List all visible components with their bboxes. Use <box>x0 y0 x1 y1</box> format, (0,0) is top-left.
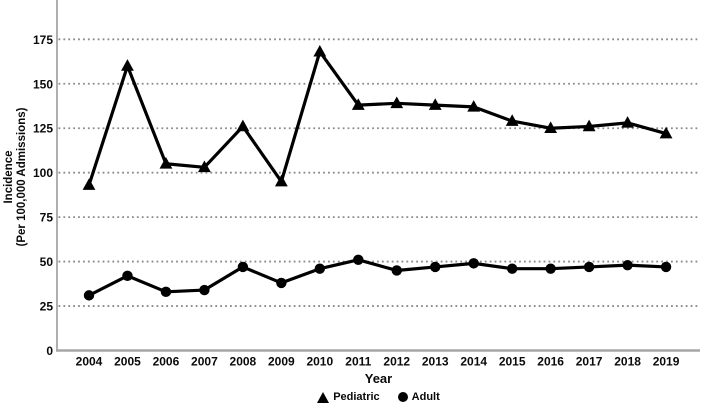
pediatric-data-point <box>82 178 96 190</box>
x-tick-label-2016: 2016 <box>537 355 564 369</box>
adult-data-point <box>276 277 287 289</box>
adult-data-point <box>583 261 595 273</box>
pediatric-data-point <box>428 98 442 110</box>
x-tick-label-2011: 2011 <box>345 355 371 369</box>
y-tick-label-175: 175 <box>33 33 53 47</box>
x-tick-label-2005: 2005 <box>114 355 141 369</box>
adult-data-point <box>545 263 556 274</box>
adult-data-point <box>83 290 95 301</box>
pediatric-data-point <box>351 98 365 110</box>
legend-item-pediatric: Pediatric <box>317 391 380 403</box>
pediatric-data-point <box>621 116 634 128</box>
pediatric-data-point <box>159 156 173 169</box>
y-tick-label-75: 75 <box>40 211 54 225</box>
pediatric-data-point <box>121 59 134 71</box>
circle-marker-icon <box>397 392 408 402</box>
pediatric-data-point <box>236 119 250 132</box>
pediatric-data-point <box>390 96 404 109</box>
x-tick-label-2004: 2004 <box>76 355 103 369</box>
pediatric-data-point <box>582 119 596 132</box>
adult-data-point <box>122 270 133 282</box>
y-tick-label-25: 25 <box>40 300 54 314</box>
adult-data-point <box>430 261 441 273</box>
adult-data-point <box>199 284 210 296</box>
pediatric-data-point <box>313 44 327 57</box>
series-line-adult <box>87 258 668 297</box>
y-tick-label-100: 100 <box>33 166 53 180</box>
x-tick-label-2017: 2017 <box>576 355 603 369</box>
y-tick-label-50: 50 <box>40 255 54 269</box>
adult-data-point <box>237 261 249 273</box>
x-tick-label-2013: 2013 <box>422 355 449 369</box>
adult-data-point <box>391 265 402 276</box>
pediatric-data-point <box>544 121 558 134</box>
x-tick-label-2007: 2007 <box>191 355 218 369</box>
adult-data-point <box>160 286 172 298</box>
adult-data-point <box>314 263 326 274</box>
adult-data-point <box>506 263 518 274</box>
legend-item-adult: Adult <box>397 391 440 403</box>
x-tick-label-2014: 2014 <box>460 355 487 369</box>
pediatric-data-point <box>467 100 481 112</box>
triangle-marker-icon <box>317 391 330 403</box>
legend-label-pediatric: Pediatric <box>333 391 380 403</box>
pediatric-data-point <box>505 114 519 126</box>
x-tick-label-2010: 2010 <box>306 355 333 369</box>
pediatric-data-point <box>274 174 288 187</box>
legend: Pediatric Adult <box>57 391 700 403</box>
x-axis-title: Year <box>364 371 393 386</box>
x-tick-label-2009: 2009 <box>268 355 295 369</box>
x-tick-label-2008: 2008 <box>230 355 257 369</box>
adult-data-point <box>468 258 479 269</box>
series-line-pediatric <box>87 50 668 187</box>
adult-data-point <box>622 259 633 271</box>
x-tick-label-2015: 2015 <box>499 355 526 369</box>
x-tick-label-2006: 2006 <box>153 355 180 369</box>
x-tick-label-2018: 2018 <box>614 355 641 369</box>
y-tick-label-125: 125 <box>33 122 53 136</box>
pediatric-data-point <box>659 126 673 139</box>
pediatric-data-point <box>198 160 211 173</box>
adult-data-point <box>353 254 364 266</box>
x-tick-label-2019: 2019 <box>653 355 680 369</box>
y-tick-label-150: 150 <box>33 77 53 91</box>
x-tick-label-2012: 2012 <box>383 355 410 369</box>
y-tick-label-0: 0 <box>46 344 53 358</box>
legend-label-adult: Adult <box>411 391 440 403</box>
adult-data-point <box>660 261 672 273</box>
